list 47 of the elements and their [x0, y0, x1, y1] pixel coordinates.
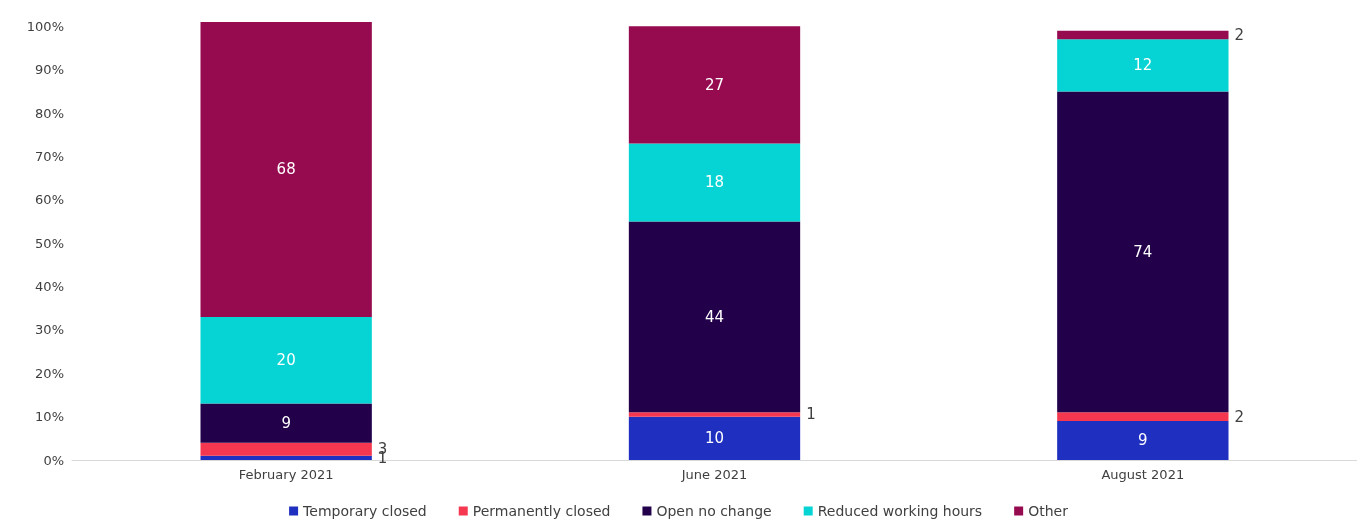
y-tick-label: 20%	[35, 365, 64, 381]
data-label: 9	[1138, 431, 1148, 450]
legend-label: Permanently closed	[472, 503, 611, 519]
bar	[628, 26, 801, 144]
bar	[1057, 39, 1229, 92]
bar	[1057, 30, 1229, 40]
bar	[200, 22, 372, 317]
data-label: 20	[276, 351, 296, 370]
y-tick-label: 10%	[35, 409, 64, 425]
data-label: 9	[281, 414, 291, 433]
data-label: 68	[276, 160, 296, 179]
y-tick-label: 100%	[26, 18, 64, 34]
bar	[200, 316, 372, 404]
bar	[200, 403, 372, 443]
data-label: 1	[806, 405, 816, 424]
y-tick-label: 0%	[43, 452, 64, 468]
y-tick-label: 40%	[35, 279, 64, 295]
bar	[628, 143, 801, 222]
y-tick-label: 80%	[35, 105, 64, 121]
legend-label: Temporary closed	[302, 503, 427, 519]
legend-label: Reduced working hours	[817, 503, 983, 519]
x-tick-label: August 2021	[1101, 467, 1185, 482]
data-label: 18	[704, 173, 725, 192]
bar	[1057, 91, 1229, 413]
x-tick-label: June 2021	[680, 467, 748, 482]
y-tick-label: 60%	[35, 192, 64, 208]
data-label: 74	[1133, 242, 1153, 261]
data-label: 10	[704, 429, 725, 448]
y-tick-label: 70%	[35, 148, 64, 164]
data-label: 12	[1133, 56, 1153, 75]
y-tick-label: 50%	[35, 235, 64, 251]
bar	[628, 221, 801, 413]
y-tick-label: 90%	[35, 62, 64, 78]
legend-label: Other	[1028, 503, 1069, 519]
data-label: 2	[1234, 26, 1245, 45]
bar	[1057, 420, 1229, 460]
legend-label: Open no change	[656, 503, 772, 519]
data-label: 44	[704, 307, 725, 326]
bar	[628, 412, 801, 417]
bar	[200, 455, 372, 460]
bar	[1057, 412, 1229, 421]
data-label: 2	[1234, 407, 1245, 426]
bar	[628, 416, 801, 460]
y-tick-label: 30%	[35, 322, 64, 338]
data-label: 27	[704, 75, 725, 94]
x-tick-label: February 2021	[238, 467, 334, 482]
bar	[200, 442, 372, 456]
